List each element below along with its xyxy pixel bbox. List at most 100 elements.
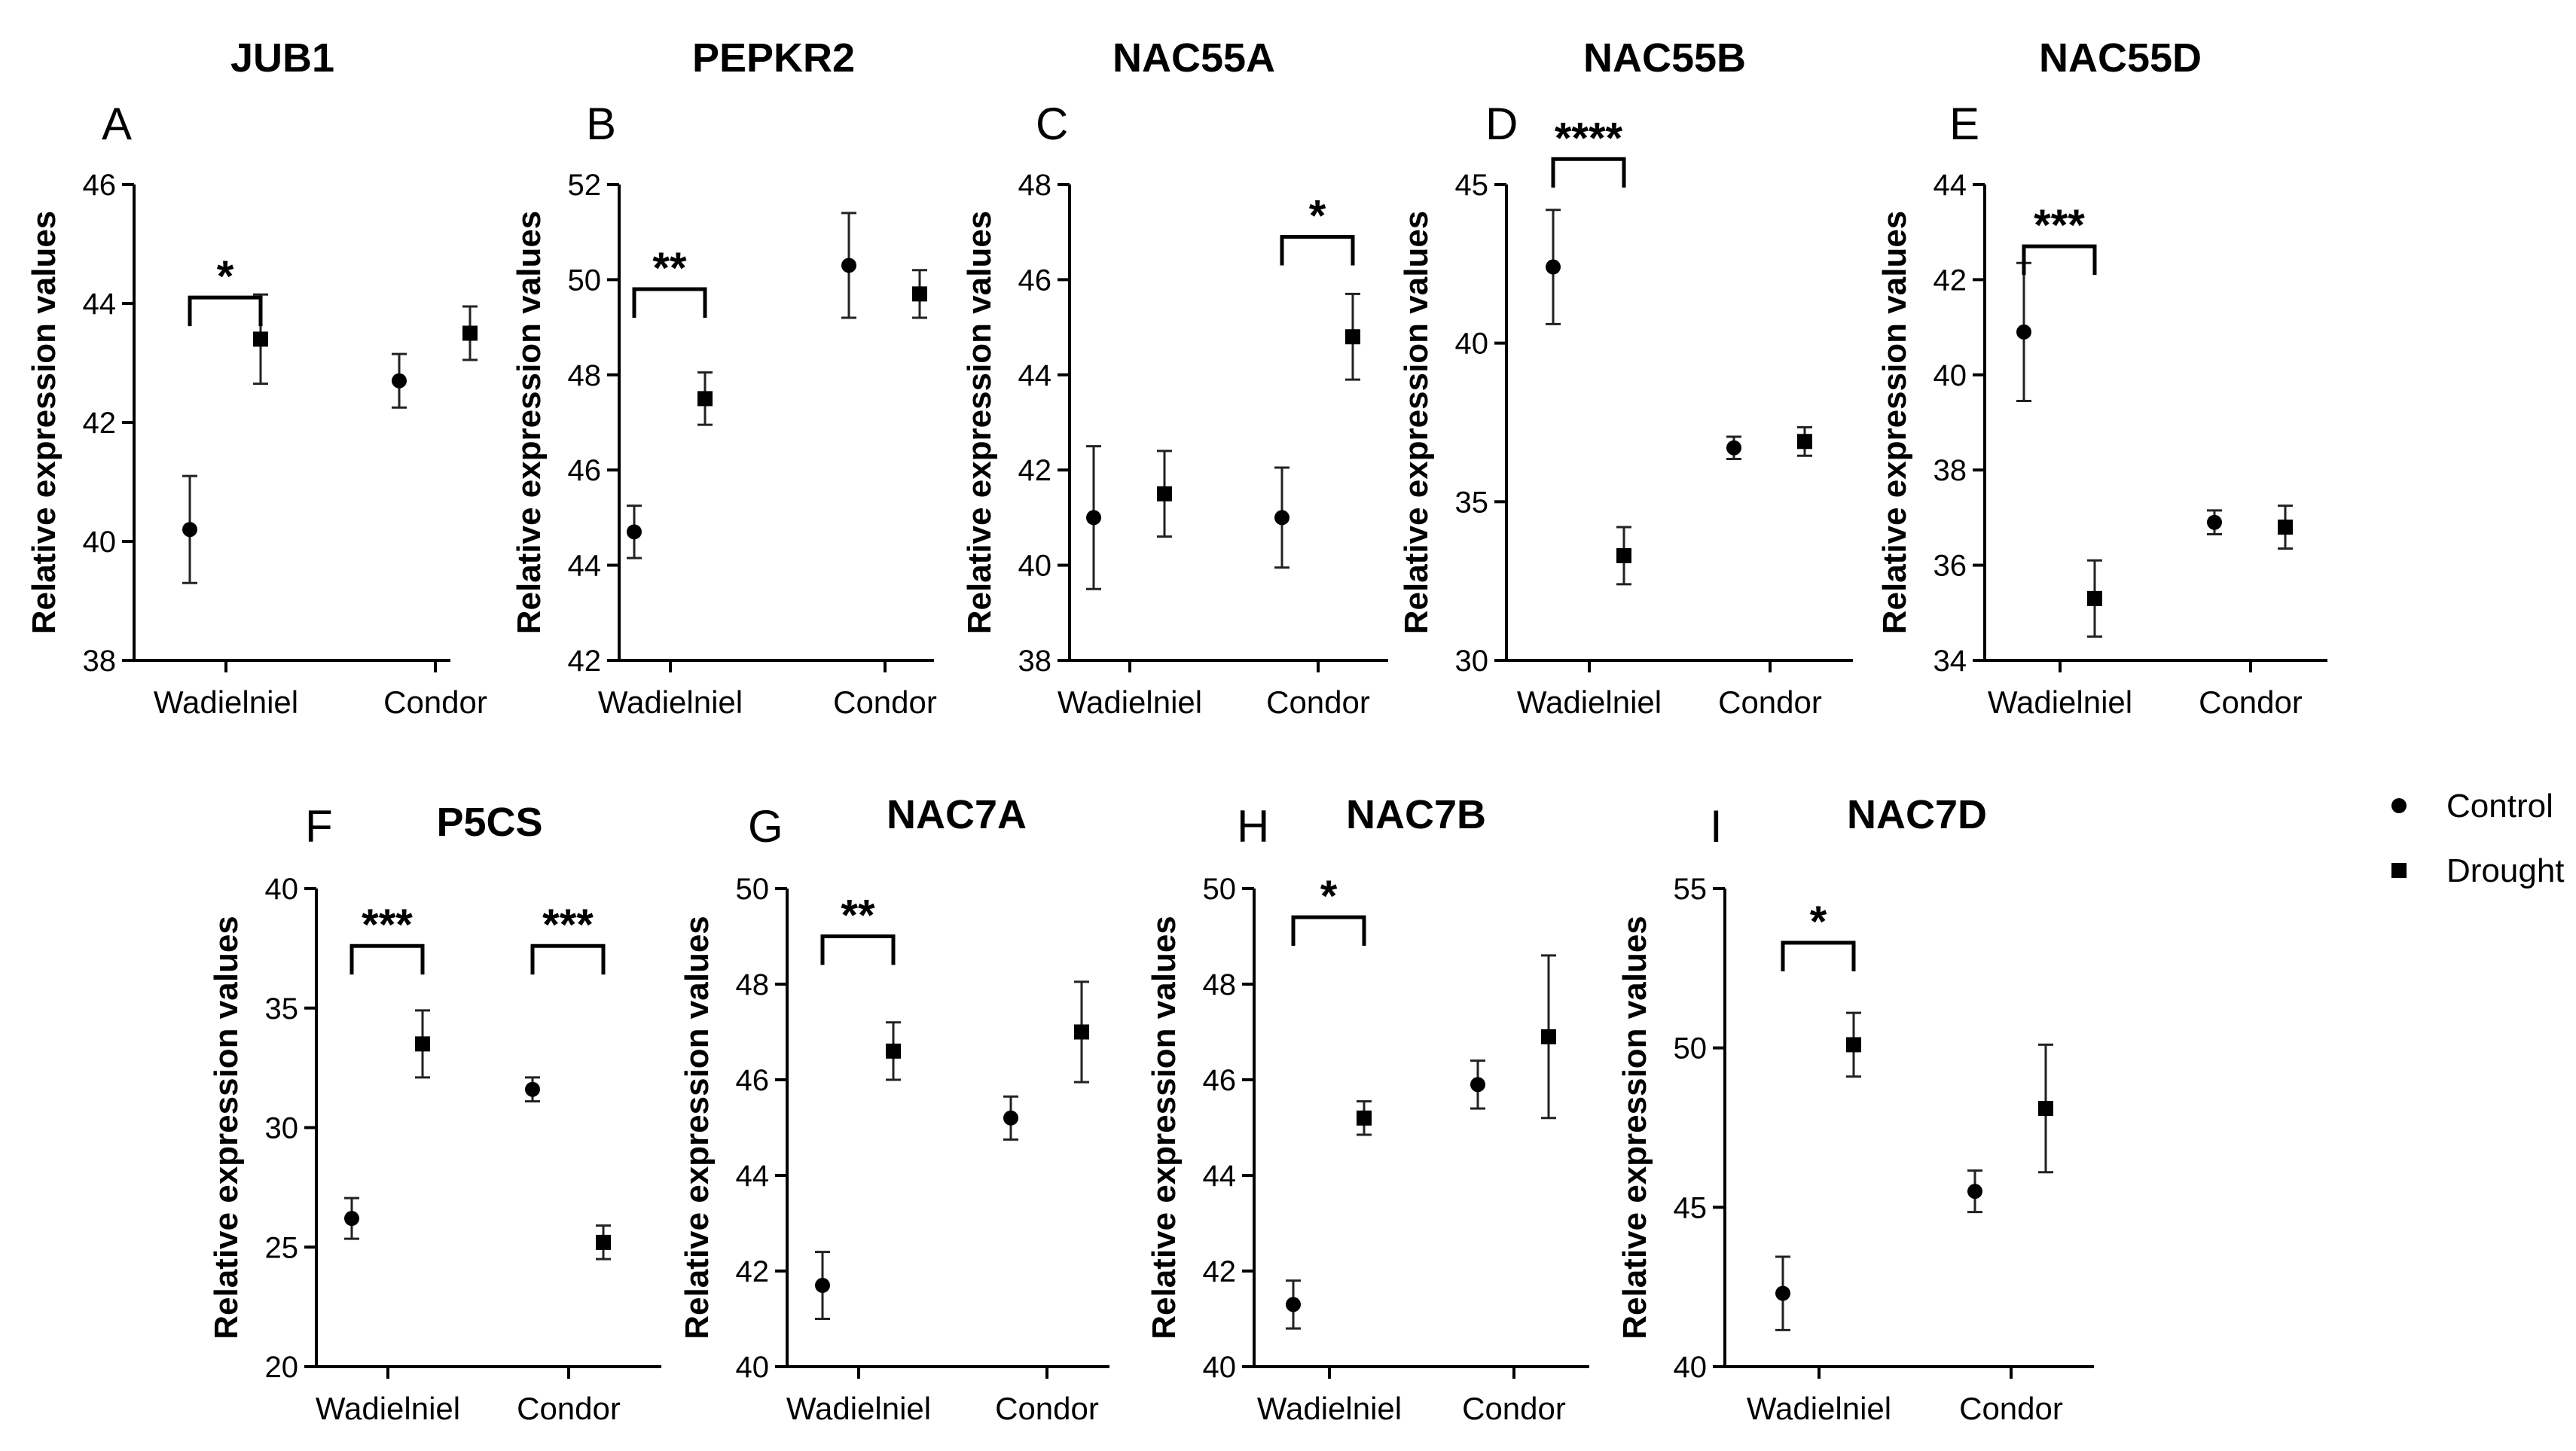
x-category-label-wadielniel: Wadielniel (1747, 1391, 1891, 1426)
x-category-label-condor: Condor (833, 684, 937, 720)
drought-point (462, 325, 478, 341)
significance-bracket (349, 943, 425, 975)
y-tick-label: 50 (736, 873, 770, 906)
y-tick-label: 46 (83, 169, 117, 202)
drought-point (1846, 1037, 1861, 1053)
drought-point (2087, 590, 2102, 606)
panel-c: NAC55A C 38 40 42 44 46 48 Relative expression v… (961, 35, 1388, 720)
control-point (841, 258, 856, 273)
panel-title: PEPKR2 (692, 35, 855, 81)
drought-point (1616, 547, 1631, 563)
legend-marker-drought (2391, 863, 2407, 878)
control-point (344, 1211, 359, 1227)
y-tick-label: 50 (1203, 873, 1237, 906)
y-tick-label: 30 (265, 1112, 299, 1145)
x-category-label-condor: Condor (995, 1391, 1099, 1426)
x-category-label-wadielniel: Wadielniel (316, 1391, 460, 1426)
panel-title: NAC55B (1583, 35, 1746, 81)
y-tick-label: 52 (568, 169, 602, 202)
legend-label-drought: Drought (2446, 852, 2565, 889)
panel-letter: B (586, 99, 616, 149)
control-point (1967, 1184, 1982, 1200)
y-tick-label: 44 (568, 550, 602, 583)
y-tick-label: 40 (265, 873, 299, 906)
panel-letter: G (748, 801, 783, 852)
drought-point (1157, 486, 1172, 501)
y-tick-label: 44 (736, 1160, 770, 1193)
panel-letter: C (1036, 99, 1068, 149)
panel-title: NAC55D (2039, 35, 2202, 81)
y-tick-label: 40 (1934, 359, 1967, 392)
control-point (1286, 1297, 1301, 1312)
drought-point (1074, 1024, 1089, 1040)
legend: Control Drought (2391, 788, 2565, 889)
y-tick-label: 42 (1018, 454, 1052, 487)
panel-title: NAC7A (887, 792, 1027, 837)
significance-bracket (1291, 915, 1366, 947)
panel-title: NAC7D (1847, 792, 1987, 837)
panel-title: NAC55A (1113, 35, 1275, 81)
control-point (525, 1081, 540, 1097)
panel-title: NAC7B (1346, 792, 1486, 837)
significance-label: **** (1555, 114, 1623, 163)
panel-d: NAC55B D 30 35 40 45 Relative expression value… (1398, 35, 1853, 720)
drought-point (697, 391, 713, 407)
drought-point (2038, 1101, 2053, 1117)
panel-g: NAC7A G 40 42 44 46 48 50 Relative expression va… (679, 792, 1109, 1426)
panel-title: JUB1 (230, 35, 334, 81)
y-tick-label: 40 (1018, 550, 1052, 583)
x-category-label-wadielniel: Wadielniel (1257, 1391, 1402, 1426)
y-tick-label: 35 (265, 992, 299, 1026)
significance-bracket (1781, 940, 1856, 971)
legend-marker-control (2391, 798, 2407, 813)
y-tick-label: 45 (1674, 1191, 1708, 1224)
control-point (1546, 259, 1561, 275)
y-tick-label: 44 (1018, 359, 1052, 392)
x-category-label-condor: Condor (383, 684, 487, 720)
y-tick-label: 38 (1018, 645, 1052, 678)
control-point (182, 522, 197, 538)
y-tick-label: 40 (736, 1351, 770, 1384)
significance-label: * (217, 252, 234, 301)
panel-a: JUB1 A 38 40 42 44 46 Relative expression value… (26, 35, 487, 720)
control-point (1274, 510, 1290, 526)
y-tick-label: 30 (1455, 645, 1489, 678)
drought-point (912, 286, 927, 302)
y-tick-label: 42 (736, 1255, 770, 1288)
y-tick-label: 42 (1203, 1255, 1237, 1288)
panel-b: PEPKR2 B 42 44 46 48 50 52 Relative expression v… (511, 35, 937, 720)
y-tick-label: 48 (568, 359, 602, 392)
y-tick-label: 36 (1934, 550, 1967, 583)
y-tick-label: 46 (736, 1064, 770, 1097)
significance-bracket (530, 943, 606, 975)
significance-label: *** (2034, 201, 2085, 250)
y-axis-label: Relative expression values (26, 211, 63, 635)
x-category-label-wadielniel: Wadielniel (154, 684, 298, 720)
control-point (815, 1278, 830, 1294)
y-tick-label: 40 (1203, 1351, 1237, 1384)
control-point (1470, 1077, 1485, 1093)
x-category-label-condor: Condor (1462, 1391, 1566, 1426)
x-category-label-wadielniel: Wadielniel (598, 684, 743, 720)
significance-label: *** (542, 901, 594, 950)
x-category-label-condor: Condor (2199, 684, 2303, 720)
panel-letter: E (1949, 99, 1979, 149)
y-tick-label: 42 (568, 645, 602, 678)
y-axis-label: Relative expression values (679, 916, 716, 1340)
panel-title: P5CS (436, 800, 542, 845)
y-axis-label: Relative expression values (1616, 916, 1653, 1340)
y-tick-label: 40 (83, 526, 117, 559)
control-point (1775, 1285, 1790, 1301)
y-axis-label: Relative expression values (511, 211, 548, 635)
x-category-label-condor: Condor (1266, 684, 1370, 720)
panel-letter: D (1485, 99, 1518, 149)
y-tick-label: 46 (568, 454, 602, 487)
y-axis-label: Relative expression values (1876, 211, 1913, 635)
control-point (627, 524, 642, 540)
y-tick-label: 46 (1018, 264, 1052, 297)
y-tick-label: 44 (83, 288, 117, 321)
y-tick-label: 38 (1934, 454, 1967, 487)
significance-bracket (820, 934, 896, 965)
control-point (2016, 324, 2031, 340)
